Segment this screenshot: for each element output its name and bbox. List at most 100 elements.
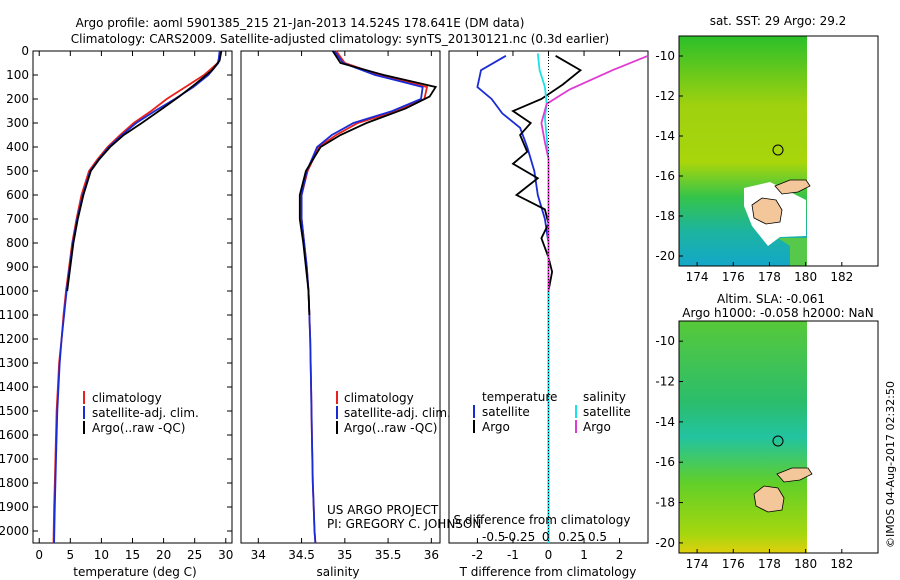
- s-x-tick-label: 0: [542, 530, 550, 544]
- series-line-satellite-adj-clim-: [300, 50, 424, 544]
- legend-label-argo: Argo(..raw -QC): [92, 421, 185, 435]
- map-y-tick-label: -10: [655, 49, 675, 63]
- depth-tick-label: 700: [6, 212, 29, 226]
- legend-label-satellite: satellite-adj. clim.: [92, 406, 199, 420]
- s-x-tick-label: -0.25: [504, 530, 535, 544]
- depth-tick-label: 1700: [0, 452, 29, 466]
- x-tick-label: 2: [616, 548, 624, 562]
- x-tick-label: 25: [187, 548, 202, 562]
- sst-cloud-gap-2: [778, 238, 807, 266]
- map-x-tick-label: 180: [794, 270, 817, 284]
- depth-tick-label: 200: [6, 92, 29, 106]
- depth-tick-label: 1800: [0, 476, 29, 490]
- series-line-salinity-argo: [540, 54, 649, 291]
- project-credit: US ARGO PROJECT: [327, 503, 439, 517]
- map-y-tick-label: -18: [655, 209, 675, 223]
- x-tick-label: -2: [471, 548, 483, 562]
- sla-map-frame: [678, 320, 879, 554]
- x-tick-label: 15: [125, 548, 140, 562]
- map-x-tick-label: 176: [722, 557, 745, 571]
- legend-label-climatology: climatology: [344, 391, 414, 405]
- map-y-tick-label: -20: [655, 249, 675, 263]
- depth-tick-label: 1300: [0, 356, 29, 370]
- depth-tick-label: 1500: [0, 404, 29, 418]
- island-viti-levu: [751, 197, 783, 225]
- legend-label-climatology: climatology: [92, 391, 162, 405]
- series-line-satellite-adj-clim-: [53, 50, 221, 544]
- map-y-tick-label: -18: [655, 496, 675, 510]
- temperature-legend: climatology satellite-adj. clim. Argo(..…: [83, 391, 199, 435]
- salinity-panel-frame: [240, 50, 441, 544]
- depth-tick-label: 1600: [0, 428, 29, 442]
- island-viti-levu: [753, 485, 785, 513]
- depth-tick-label: 2000: [0, 524, 29, 538]
- map-x-tick-label: 174: [686, 557, 709, 571]
- legend-label-sal-argo: Argo: [583, 420, 611, 434]
- series-line-climatology: [52, 50, 222, 544]
- depth-tick-label: 1000: [0, 284, 29, 298]
- map-x-tick-label: 182: [830, 557, 853, 571]
- difference-legend: temperature satellite Argo salinity sate…: [473, 390, 631, 434]
- x-tick-label: 5: [66, 548, 74, 562]
- salinity-panel: 34 34.5 35 35.5 36: [251, 50, 439, 562]
- series-line-salinity-satellite: [536, 53, 550, 543]
- map-y-tick-label: -12: [655, 89, 675, 103]
- series-line-temperature-satellite: [476, 55, 550, 543]
- series-line-argo-raw-qc-: [298, 50, 438, 316]
- depth-tick-label: 600: [6, 188, 29, 202]
- depth-tick-label: 900: [6, 260, 29, 274]
- x-tick-label: 1: [580, 548, 588, 562]
- x-tick-label: 20: [156, 548, 171, 562]
- sla-map-title: Altim. SLA: -0.061: [717, 292, 825, 306]
- depth-tick-label: 400: [6, 140, 29, 154]
- depth-tick-label: 500: [6, 164, 29, 178]
- depth-tick-label: 1400: [0, 380, 29, 394]
- depth-tick-label: 100: [6, 68, 29, 82]
- map-y-tick-label: -16: [655, 169, 675, 183]
- legend-group-title-salinity: salinity: [583, 390, 626, 404]
- legend-label-temp-argo: Argo: [482, 420, 510, 434]
- figure-title-line2: Climatology: CARS2009. Satellite-adjuste…: [71, 32, 609, 46]
- map-x-tick-label: 174: [686, 270, 709, 284]
- sla-map-subtitle: Argo h1000: -0.058 h2000: NaN: [682, 306, 874, 320]
- depth-axis: 0 100 200 300 400 500 600 700 800 900 1000 1100 1200…: [0, 44, 232, 538]
- legend-label-argo: Argo(..raw -QC): [344, 421, 437, 435]
- sst-map-frame: [678, 35, 879, 267]
- temperature-panel: 0 5 10 15 20 25 30: [35, 50, 233, 562]
- x-tick-label: 34: [251, 548, 266, 562]
- x-tick-label: 35.5: [375, 548, 402, 562]
- sst-map-title: sat. SST: 29 Argo: 29.2: [710, 14, 847, 28]
- legend-label-satellite: satellite-adj. clim.: [344, 406, 451, 420]
- map-x-tick-label: 180: [794, 557, 817, 571]
- map-y-tick-label: -10: [655, 334, 675, 348]
- x-tick-label: 30: [218, 548, 233, 562]
- map-x-tick-label: 178: [758, 270, 781, 284]
- sla-field: [679, 321, 807, 553]
- legend-group-title-temperature: temperature: [482, 390, 557, 404]
- depth-tick-label: 300: [6, 116, 29, 130]
- x-tick-label: 36: [424, 548, 439, 562]
- sla-no-data-region: [807, 321, 878, 553]
- salinity-axis-label: salinity: [316, 565, 359, 579]
- map-x-tick-label: 178: [758, 557, 781, 571]
- depth-tick-label: 1200: [0, 332, 29, 346]
- x-tick-label: 10: [94, 548, 109, 562]
- argo-position-marker: [772, 144, 784, 156]
- legend-label-sal-satellite: satellite: [583, 405, 631, 419]
- map-y-tick-label: -14: [655, 415, 675, 429]
- series-line-argo-raw-qc-: [66, 50, 223, 292]
- map-y-tick-label: -12: [655, 375, 675, 389]
- s-difference-axis-label: S difference from climatology: [454, 513, 631, 527]
- s-x-tick-label: 0.5: [588, 530, 607, 544]
- s-x-tick-label: 0.25: [558, 530, 585, 544]
- map-x-tick-label: 182: [830, 270, 853, 284]
- sst-map: 174 176 178 180 182 -10 -12 -14 -16 -18 -20: [655, 35, 879, 284]
- legend-label-temp-satellite: satellite: [482, 405, 530, 419]
- map-y-tick-label: -16: [655, 455, 675, 469]
- depth-tick-label: 1100: [0, 308, 29, 322]
- argo-position-marker: [772, 435, 784, 447]
- salinity-legend: climatology satellite-adj. clim. Argo(..…: [336, 391, 451, 435]
- imos-timestamp: ©IMOS 04-Aug-2017 02:32:50: [884, 381, 897, 548]
- sst-no-data-region: [807, 36, 878, 266]
